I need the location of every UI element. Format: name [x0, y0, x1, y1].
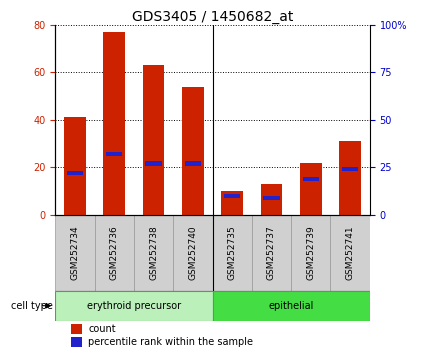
Bar: [106, 152, 122, 156]
Title: GDS3405 / 1450682_at: GDS3405 / 1450682_at: [132, 10, 293, 24]
Text: epithelial: epithelial: [269, 301, 314, 311]
Bar: [300, 162, 322, 215]
Text: GSM252739: GSM252739: [306, 225, 315, 280]
Bar: [342, 167, 358, 171]
Bar: [55, 291, 212, 321]
Text: GSM252734: GSM252734: [71, 225, 79, 280]
Text: GSM252737: GSM252737: [267, 225, 276, 280]
Text: count: count: [88, 324, 116, 334]
Text: GSM252741: GSM252741: [346, 225, 354, 280]
Bar: [143, 65, 164, 215]
Bar: [67, 171, 83, 175]
Bar: [182, 86, 204, 215]
Bar: [64, 118, 86, 215]
Bar: [184, 161, 201, 166]
Bar: [303, 177, 319, 181]
Bar: [339, 141, 361, 215]
Bar: [55, 215, 94, 291]
Text: cell type: cell type: [11, 301, 53, 311]
Bar: [134, 215, 173, 291]
Bar: [94, 215, 134, 291]
Bar: [291, 215, 331, 291]
Bar: [71, 337, 82, 348]
Bar: [212, 291, 370, 321]
Text: GSM252735: GSM252735: [228, 225, 237, 280]
Bar: [261, 184, 282, 215]
Text: percentile rank within the sample: percentile rank within the sample: [88, 337, 253, 347]
Bar: [252, 215, 291, 291]
Text: erythroid precursor: erythroid precursor: [87, 301, 181, 311]
Text: GSM252738: GSM252738: [149, 225, 158, 280]
Text: GSM252740: GSM252740: [188, 225, 197, 280]
Bar: [103, 32, 125, 215]
Bar: [212, 215, 252, 291]
Bar: [145, 161, 162, 166]
Text: GSM252736: GSM252736: [110, 225, 119, 280]
Bar: [263, 195, 280, 200]
Bar: [221, 191, 243, 215]
Bar: [71, 324, 82, 334]
Bar: [331, 215, 370, 291]
Bar: [173, 215, 212, 291]
Bar: [224, 194, 241, 198]
